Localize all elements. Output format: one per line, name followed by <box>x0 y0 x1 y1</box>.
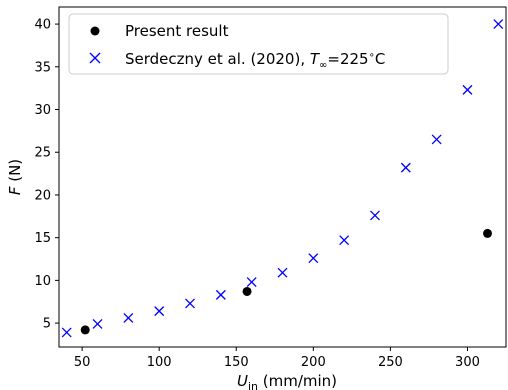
x-tick-label: 250 <box>378 355 403 370</box>
data-point-serdeczny <box>61 327 72 338</box>
data-point-serdeczny <box>339 235 350 246</box>
legend-box <box>68 13 449 75</box>
x-tick-label: 150 <box>224 355 249 370</box>
legend-label-serdeczny: Serdeczny et al. (2020), T∞=225∘C <box>125 50 385 71</box>
data-point-serdeczny <box>400 162 411 173</box>
data-point-serdeczny <box>154 306 165 317</box>
data-point-present <box>242 286 252 296</box>
x-tick-label: 300 <box>455 355 480 370</box>
data-point-serdeczny <box>215 289 226 300</box>
legend-marker-serdeczny <box>89 52 101 64</box>
plot-frame <box>58 6 507 348</box>
data-point-serdeczny <box>123 312 134 323</box>
x-axis-label: Uin (mm/min) <box>237 372 337 390</box>
y-tick-label: 35 <box>34 60 51 75</box>
y-tick-label: 30 <box>34 103 51 118</box>
y-tick-label: 10 <box>34 274 51 289</box>
data-point-serdeczny <box>370 210 380 221</box>
y-tick-label: 25 <box>34 146 51 161</box>
data-point-serdeczny <box>92 318 103 329</box>
y-tick-label: 15 <box>34 231 51 246</box>
y-axis-label: F (N) <box>6 159 24 195</box>
data-point-serdeczny <box>431 134 442 145</box>
x-tick-label: 100 <box>147 355 172 370</box>
legend-label-present: Present result <box>125 22 229 40</box>
legend-marker-present <box>90 26 100 36</box>
data-point-serdeczny <box>493 19 504 30</box>
axes: 50 100 150 200 250 300 5 10 15 20 25 30 35 40 <box>34 6 507 370</box>
data-point-serdeczny <box>308 253 319 264</box>
x-tick-label: 50 <box>74 355 91 370</box>
data-point-serdeczny <box>462 84 473 95</box>
data-marks <box>61 19 504 338</box>
data-point-present <box>483 228 493 238</box>
data-point-serdeczny <box>277 267 288 278</box>
x-tick-label: 200 <box>301 355 326 370</box>
y-tick-label: 5 <box>43 317 51 332</box>
data-point-present <box>80 325 90 335</box>
y-tick-label: 40 <box>34 18 51 33</box>
data-point-serdeczny <box>246 277 257 288</box>
y-tick-label: 20 <box>34 188 51 203</box>
legend: Present result Serdeczny et al. (2020), … <box>68 13 449 75</box>
data-point-serdeczny <box>185 298 195 309</box>
